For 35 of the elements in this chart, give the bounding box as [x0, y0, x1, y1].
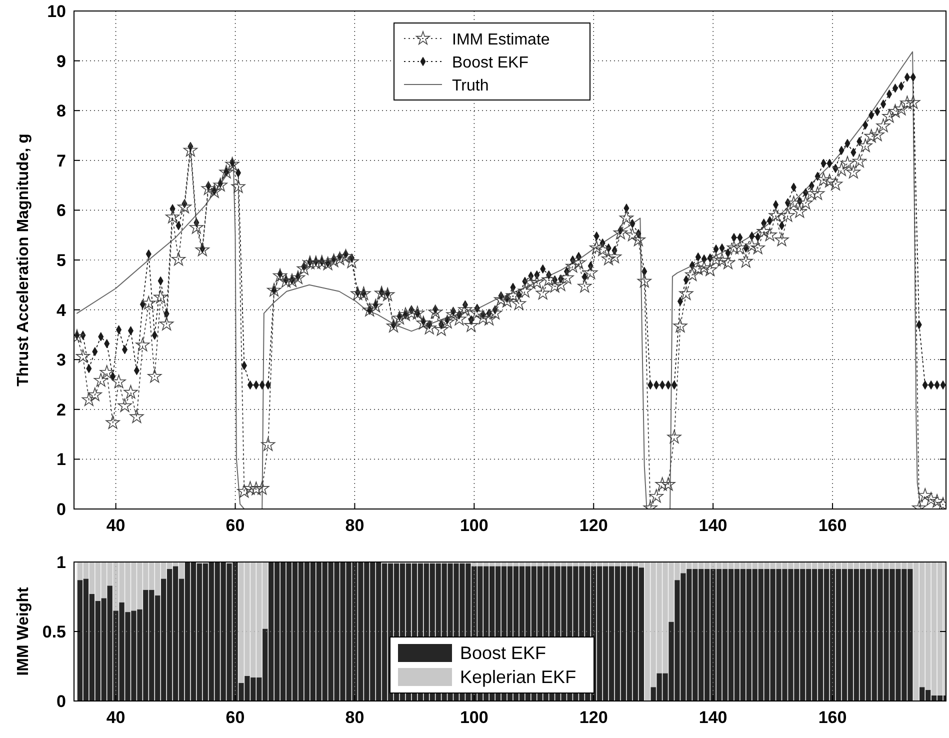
y-axis-title: Thrust Acceleration Magnitude, g: [15, 134, 32, 386]
x-tick-label: 80: [345, 708, 364, 727]
y-tick-label: 3: [56, 350, 66, 370]
legend-label: Truth: [452, 78, 489, 94]
x-tick-label: 100: [460, 516, 488, 535]
legend-label: Boost EKF: [452, 54, 529, 72]
x-tick-label: 140: [698, 516, 728, 535]
y-tick-label: 0: [56, 500, 66, 519]
x-tick-label: 160: [818, 708, 847, 727]
y-tick-label: 9: [56, 52, 66, 71]
y-tick-label: 8: [56, 102, 66, 121]
y-tick-label: 5: [56, 251, 66, 270]
x-tick-label: 120: [579, 708, 608, 727]
x-tick-label: 60: [226, 708, 245, 727]
y-tick-label: 1: [56, 450, 66, 470]
legend-label: IMM Estimate: [452, 32, 550, 48]
x-tick-label: 140: [698, 708, 728, 727]
x-tick-label: 80: [345, 516, 364, 535]
legend-label: Keplerian EKF: [460, 667, 576, 687]
x-tick-label: 120: [579, 516, 608, 535]
legend-label: Boost EKF: [460, 643, 546, 663]
y-tick-label: 10: [47, 2, 66, 21]
y-tick-label: 0.5: [42, 622, 66, 642]
x-tick-label: 60: [226, 516, 245, 535]
y-tick-label: 4: [56, 300, 67, 320]
y-axis-title: IMM Weight: [15, 586, 32, 676]
y-tick-label: 7: [56, 151, 66, 170]
x-tick-label: 40: [106, 516, 126, 535]
y-tick-label: 6: [56, 201, 66, 220]
y-tick-label: 2: [56, 400, 66, 420]
x-tick-label: 40: [106, 708, 126, 727]
y-tick-label: 1: [56, 553, 66, 572]
x-tick-label: 160: [818, 516, 847, 535]
y-tick-label: 0: [56, 692, 66, 711]
x-tick-label: 100: [460, 708, 488, 727]
